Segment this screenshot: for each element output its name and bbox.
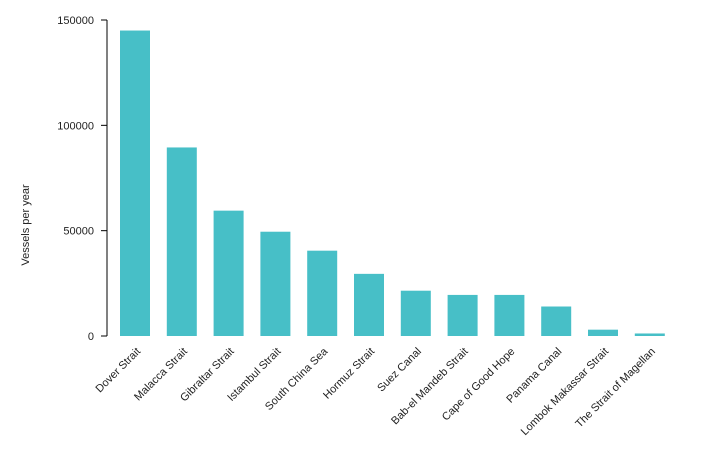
x-category-label: Suez Canal xyxy=(375,346,424,395)
y-tick-label: 100000 xyxy=(57,120,94,132)
bar xyxy=(213,210,244,336)
x-category-label: Dover Strait xyxy=(94,346,144,396)
y-axis-title: Vessels per year xyxy=(20,184,32,266)
bar xyxy=(400,290,431,336)
y-tick-label: 50000 xyxy=(63,226,94,238)
y-axis: 0 50000 100000 150000 xyxy=(57,15,108,343)
bar xyxy=(541,306,572,336)
y-tick-label: 150000 xyxy=(57,15,94,27)
x-category-label: Lombok Makassar Strait xyxy=(519,346,611,438)
x-category-label: The Strait of Magellan xyxy=(573,346,658,431)
bar xyxy=(447,294,478,336)
bars xyxy=(120,30,665,337)
bar xyxy=(494,294,525,336)
x-category-label: Bab-el Mandeb Strait xyxy=(389,346,471,428)
bar xyxy=(588,329,618,336)
bar xyxy=(634,333,665,336)
bar xyxy=(354,273,384,336)
bar xyxy=(307,250,338,336)
bar xyxy=(260,231,291,336)
bar xyxy=(166,147,197,336)
y-tick-label: 0 xyxy=(88,331,94,343)
bar xyxy=(120,30,150,337)
